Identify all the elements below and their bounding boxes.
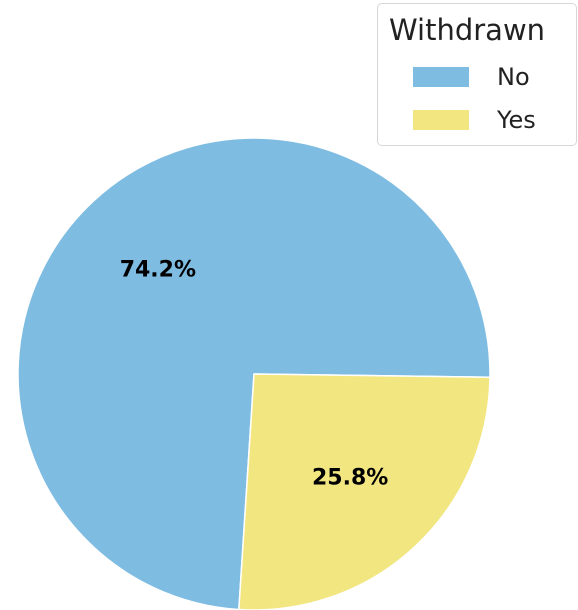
legend-label-yes: Yes bbox=[497, 106, 536, 134]
pie-label-no: 74.2% bbox=[120, 258, 196, 283]
legend-item-no: No bbox=[413, 63, 530, 91]
legend-label-no: No bbox=[497, 63, 530, 91]
pie-slices bbox=[17, 137, 491, 610]
pie-percent-labels: 74.2% 25.8% bbox=[120, 258, 389, 491]
legend-swatch-yes bbox=[413, 110, 469, 130]
pie-slice-yes bbox=[238, 373, 491, 610]
pie-label-yes: 25.8% bbox=[312, 465, 388, 490]
legend: Withdrawn No Yes bbox=[377, 3, 577, 146]
legend-title: Withdrawn bbox=[389, 13, 546, 47]
legend-swatch-no bbox=[413, 67, 469, 87]
legend-item-yes: Yes bbox=[413, 106, 536, 134]
